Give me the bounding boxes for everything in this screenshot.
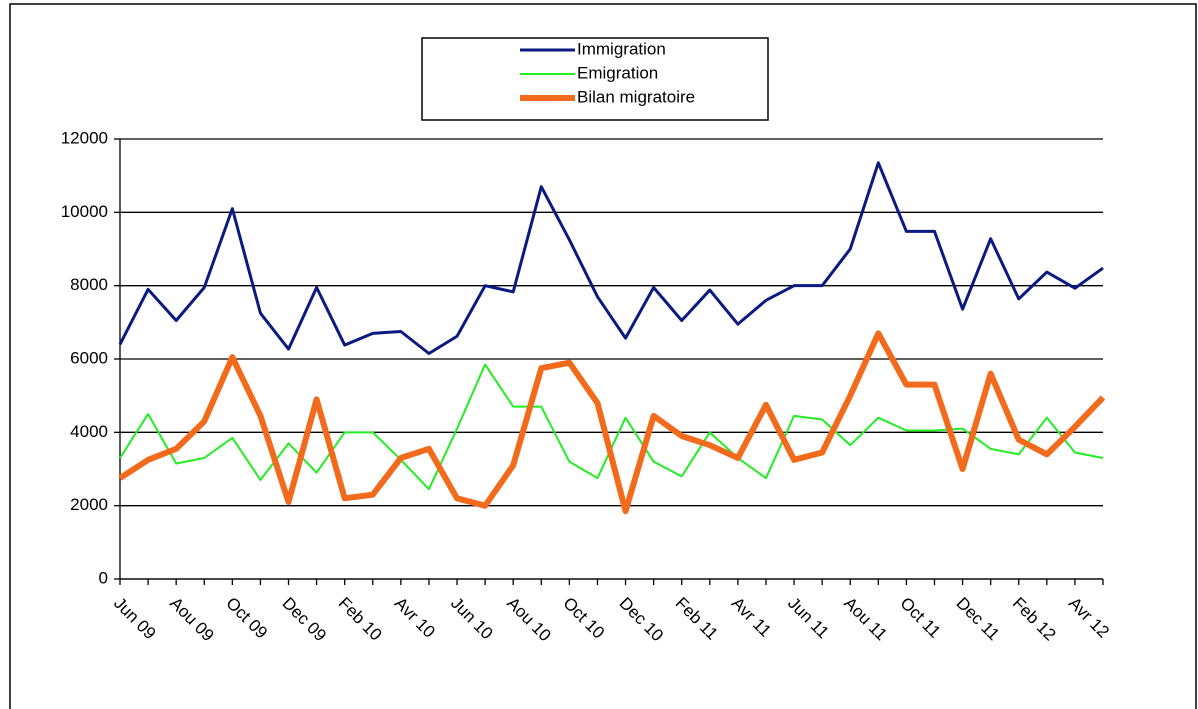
x-tick-label: Aou 11 <box>840 594 891 645</box>
series-line <box>119 363 1104 491</box>
series-line <box>118 330 1106 515</box>
x-tick-label: Dec 10 <box>616 594 668 646</box>
x-tick-label: Dec 11 <box>953 594 1004 645</box>
y-tick-label: 6000 <box>70 348 108 367</box>
x-tick-label: Dec 09 <box>279 594 331 646</box>
x-tick-label: Feb 12 <box>1009 594 1060 645</box>
y-tick-label: 12000 <box>61 128 108 147</box>
x-tick-label: Feb 11 <box>672 594 722 644</box>
x-tick-label: Oct 11 <box>896 594 944 642</box>
x-tick-label: Aou 09 <box>166 594 218 646</box>
legend-box <box>421 37 769 121</box>
x-tick-label: Avr 12 <box>1065 594 1113 642</box>
legend-label: Emigration <box>577 63 658 82</box>
y-tick-label: 2000 <box>70 495 108 514</box>
legend-label: Bilan migratoire <box>577 87 695 106</box>
x-tick-label: Feb 10 <box>335 594 386 645</box>
x-tick-label: Aou 10 <box>503 594 555 646</box>
x-tick-label: Oct 09 <box>222 594 271 643</box>
y-tick-label: 10000 <box>61 202 108 221</box>
legend-label: Immigration <box>577 39 666 58</box>
y-tick-label: 8000 <box>70 275 108 294</box>
x-tick-label: Oct 10 <box>559 594 608 643</box>
series-line <box>118 161 1104 355</box>
x-tick-label: Jun 11 <box>784 594 833 643</box>
x-tick-label: Jun 09 <box>110 594 160 644</box>
x-tick-label: Avr 11 <box>728 594 775 641</box>
chart-frame <box>9 3 1197 709</box>
y-tick-label: 0 <box>99 568 108 587</box>
x-tick-label: Avr 10 <box>391 594 439 642</box>
y-tick-label: 4000 <box>70 422 108 441</box>
x-tick-label: Jun 10 <box>447 594 497 644</box>
